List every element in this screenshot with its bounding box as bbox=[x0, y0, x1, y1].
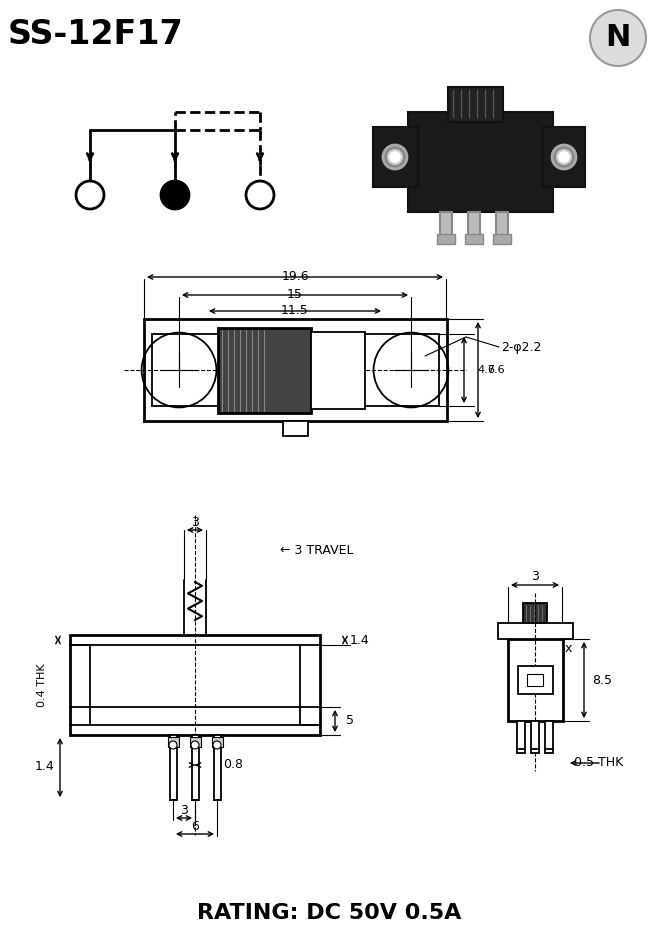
Bar bbox=[170, 735, 177, 800]
Circle shape bbox=[388, 150, 402, 164]
Text: 4.7: 4.7 bbox=[477, 365, 495, 375]
Circle shape bbox=[552, 145, 576, 169]
Bar bbox=[545, 721, 553, 753]
Bar bbox=[214, 735, 221, 800]
Bar bbox=[518, 666, 553, 694]
Bar bbox=[218, 328, 311, 413]
Bar bbox=[448, 87, 503, 122]
Bar bbox=[283, 421, 308, 436]
Text: RATING: DC 50V 0.5A: RATING: DC 50V 0.5A bbox=[197, 903, 461, 923]
Text: 1.4: 1.4 bbox=[35, 761, 55, 774]
Bar bbox=[212, 737, 223, 747]
Text: 0.4 THK: 0.4 THK bbox=[37, 663, 47, 707]
Bar bbox=[190, 737, 201, 747]
Circle shape bbox=[246, 181, 274, 209]
Text: SS-12F17: SS-12F17 bbox=[8, 19, 184, 52]
Circle shape bbox=[169, 741, 177, 749]
Bar bbox=[498, 623, 573, 639]
Bar bbox=[543, 127, 585, 187]
Text: 11.5: 11.5 bbox=[281, 304, 309, 317]
Bar bbox=[152, 334, 439, 406]
Circle shape bbox=[590, 10, 646, 66]
Bar bbox=[144, 319, 447, 421]
Text: 19.6: 19.6 bbox=[281, 270, 309, 284]
Text: ← 3 TRAVEL: ← 3 TRAVEL bbox=[280, 544, 353, 557]
Bar bbox=[440, 212, 452, 240]
Text: 2-φ2.2: 2-φ2.2 bbox=[501, 341, 542, 353]
Bar bbox=[523, 603, 547, 623]
Bar bbox=[70, 635, 320, 735]
Text: 0.8: 0.8 bbox=[223, 759, 243, 772]
Circle shape bbox=[213, 741, 221, 749]
Bar bbox=[368, 62, 598, 247]
Text: 8.5: 8.5 bbox=[592, 673, 612, 686]
Bar bbox=[408, 112, 553, 212]
Bar bbox=[527, 674, 543, 686]
Bar bbox=[493, 234, 511, 244]
Text: 5: 5 bbox=[346, 715, 354, 728]
Circle shape bbox=[557, 150, 571, 164]
Bar bbox=[517, 721, 525, 753]
Text: 1.4: 1.4 bbox=[350, 634, 370, 646]
Bar bbox=[373, 127, 418, 187]
Text: 3: 3 bbox=[180, 804, 188, 817]
Bar bbox=[192, 735, 199, 800]
Circle shape bbox=[191, 741, 199, 749]
Bar bbox=[531, 721, 539, 753]
Text: 3: 3 bbox=[531, 571, 539, 583]
Text: N: N bbox=[606, 23, 631, 53]
Text: 6.6: 6.6 bbox=[487, 365, 505, 375]
Bar bbox=[496, 212, 508, 240]
Text: 3: 3 bbox=[191, 516, 199, 529]
Text: x: x bbox=[564, 642, 572, 655]
Bar bbox=[508, 639, 563, 721]
Text: 15: 15 bbox=[287, 288, 303, 301]
Text: 0.5 THK: 0.5 THK bbox=[574, 757, 623, 769]
Bar bbox=[465, 234, 483, 244]
Circle shape bbox=[76, 181, 104, 209]
Bar bbox=[168, 737, 179, 747]
Circle shape bbox=[383, 145, 407, 169]
Bar bbox=[437, 234, 455, 244]
Text: 6: 6 bbox=[191, 820, 199, 833]
Circle shape bbox=[161, 181, 189, 209]
Bar bbox=[311, 332, 365, 409]
Bar bbox=[468, 212, 480, 240]
